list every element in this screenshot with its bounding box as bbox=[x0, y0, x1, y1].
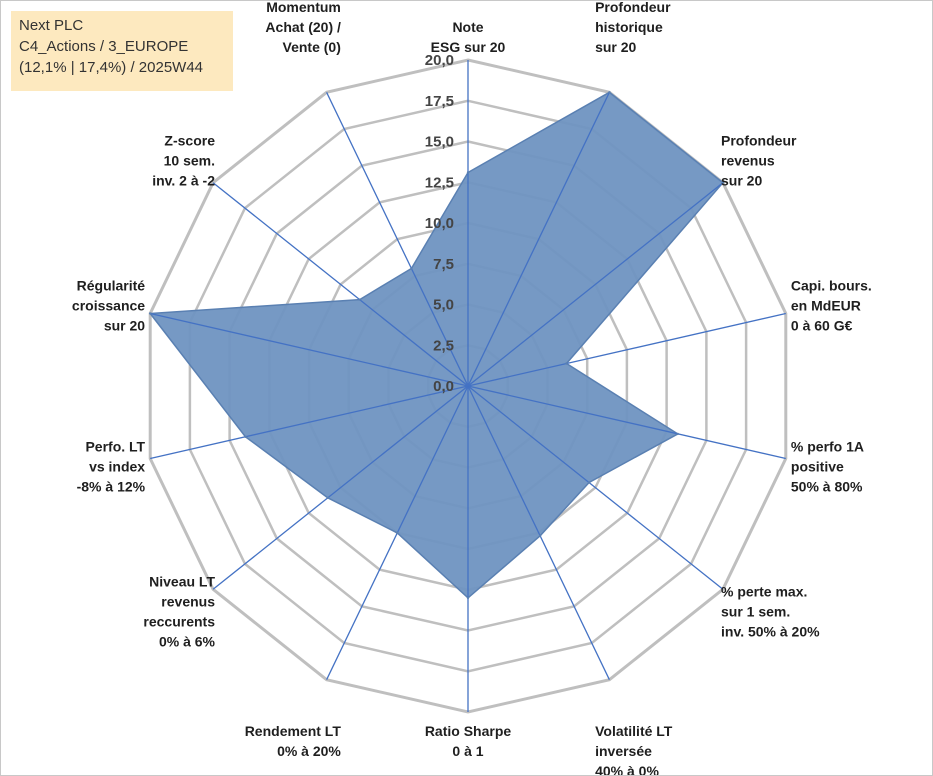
company-name: Next PLC bbox=[19, 17, 84, 34]
tick-label: 15,0 bbox=[425, 134, 454, 151]
category-label: Perfo. LT vs index -8% à 12% bbox=[77, 439, 146, 495]
data-point bbox=[466, 596, 470, 600]
data-point bbox=[396, 531, 399, 535]
data-point bbox=[608, 91, 611, 94]
axis-spoke bbox=[467, 385, 786, 460]
tick-label: 2,5 bbox=[433, 337, 454, 354]
axis-spoke bbox=[150, 385, 469, 460]
category-label: Momentum Achat (20) / Vente (0) bbox=[265, 1, 341, 55]
category-label: Ratio Sharpe 0 à 1 bbox=[425, 723, 512, 759]
axis-spoke bbox=[467, 182, 724, 387]
axis-spoke bbox=[212, 385, 469, 590]
data-point bbox=[466, 171, 470, 174]
category-label: Profondeur historique sur 20 bbox=[595, 1, 671, 55]
category-label: Volatilité LT inversée 40% à 0% bbox=[595, 723, 673, 775]
axis-spoke bbox=[467, 385, 724, 590]
tick-label: 5,0 bbox=[433, 297, 454, 314]
axis-spoke bbox=[150, 312, 469, 387]
tick-label: 20,0 bbox=[425, 52, 454, 69]
axis-spoke bbox=[467, 312, 786, 387]
data-point bbox=[676, 432, 679, 436]
data-point bbox=[358, 298, 361, 301]
tick-label: 12,5 bbox=[425, 174, 454, 191]
category-label: Capi. bours. en MdEUR 0 à 60 G€ bbox=[791, 277, 872, 333]
data-point bbox=[149, 312, 152, 315]
category-label: Rendement LT 0% à 20% bbox=[245, 723, 342, 759]
data-point bbox=[538, 534, 542, 537]
category-label: Profondeur revenus sur 20 bbox=[721, 132, 797, 188]
category-label: Régularité croissance sur 20 bbox=[72, 277, 145, 333]
data-point bbox=[565, 362, 568, 365]
tick-label: 10,0 bbox=[425, 215, 454, 232]
data-point bbox=[587, 481, 591, 484]
category-label: Niveau LT revenus reccurents 0% à 6% bbox=[143, 574, 215, 650]
axis-spoke bbox=[467, 92, 610, 387]
category-label: Note ESG sur 20 bbox=[431, 19, 506, 55]
performance-week: (12,1% | 17,4%) / 2025W44 bbox=[19, 59, 203, 76]
category-label: Z-score 10 sem. inv. 2 à -2 bbox=[152, 132, 215, 188]
category-label: % perfo 1A positive 50% à 80% bbox=[791, 439, 864, 495]
category-label: % perte max. sur 1 sem. inv. 50% à 20% bbox=[721, 584, 820, 640]
data-point bbox=[721, 181, 725, 184]
portfolio-category: C4_Actions / 3_EUROPE bbox=[19, 38, 189, 55]
tick-label: 7,5 bbox=[433, 256, 454, 273]
tick-label: 0,0 bbox=[433, 378, 454, 395]
data-point bbox=[326, 496, 329, 499]
data-point bbox=[410, 267, 413, 270]
tick-label: 17,5 bbox=[425, 93, 454, 110]
data-point bbox=[244, 435, 247, 438]
info-box: Next PLC C4_Actions / 3_EUROPE (12,1% | … bbox=[11, 11, 233, 91]
axis-spoke bbox=[212, 182, 469, 387]
axis-spoke bbox=[467, 385, 610, 680]
axis-spoke bbox=[326, 92, 469, 387]
